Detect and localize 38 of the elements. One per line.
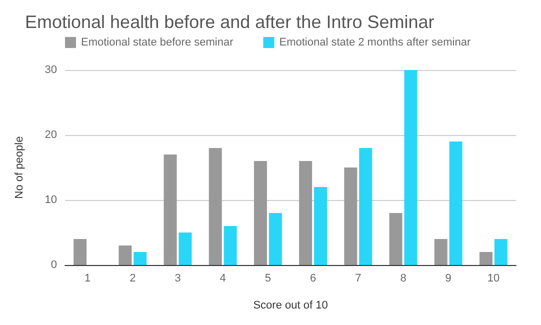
x-tick-label: 1: [84, 272, 91, 284]
bar: [178, 232, 192, 265]
bar: [404, 70, 418, 265]
y-tick-label: 10: [44, 194, 57, 206]
y-tick-label: 30: [44, 64, 57, 76]
bar: [494, 239, 508, 265]
bar: [359, 148, 372, 265]
bar: [479, 252, 492, 265]
x-tick-label: 4: [220, 272, 226, 284]
bar: [118, 246, 132, 265]
x-tick-label: 9: [445, 272, 452, 284]
x-tick-label: 2: [130, 272, 136, 284]
bar: [389, 213, 402, 265]
x-tick-label: 8: [400, 272, 406, 284]
y-tick-label: 0: [50, 259, 57, 271]
bar: [134, 252, 147, 265]
x-tick-label: 6: [310, 272, 316, 284]
x-tick-label: 7: [355, 272, 362, 284]
bar: [314, 187, 328, 265]
bar: [164, 154, 177, 265]
bar: [224, 226, 237, 265]
bar: [268, 213, 282, 265]
chart-title: Emotional health before and after the Intro Seminar: [25, 12, 434, 32]
bar: [74, 239, 87, 265]
legend-label: Emotional state before seminar: [81, 36, 234, 48]
x-tick-label: 10: [487, 272, 500, 284]
y-tick-label: 20: [44, 129, 57, 141]
bar: [299, 161, 312, 265]
bar: [254, 161, 267, 265]
bar: [449, 142, 462, 265]
legend-label: Emotional state 2 months after seminar: [279, 36, 471, 48]
bar: [434, 239, 448, 265]
bar: [344, 168, 358, 265]
x-tick-label: 5: [264, 272, 272, 284]
x-axis-title: Score out of 10: [253, 300, 328, 312]
x-tick-label: 3: [174, 272, 181, 284]
bar: [208, 148, 222, 265]
y-axis-title: No of people: [14, 136, 26, 199]
